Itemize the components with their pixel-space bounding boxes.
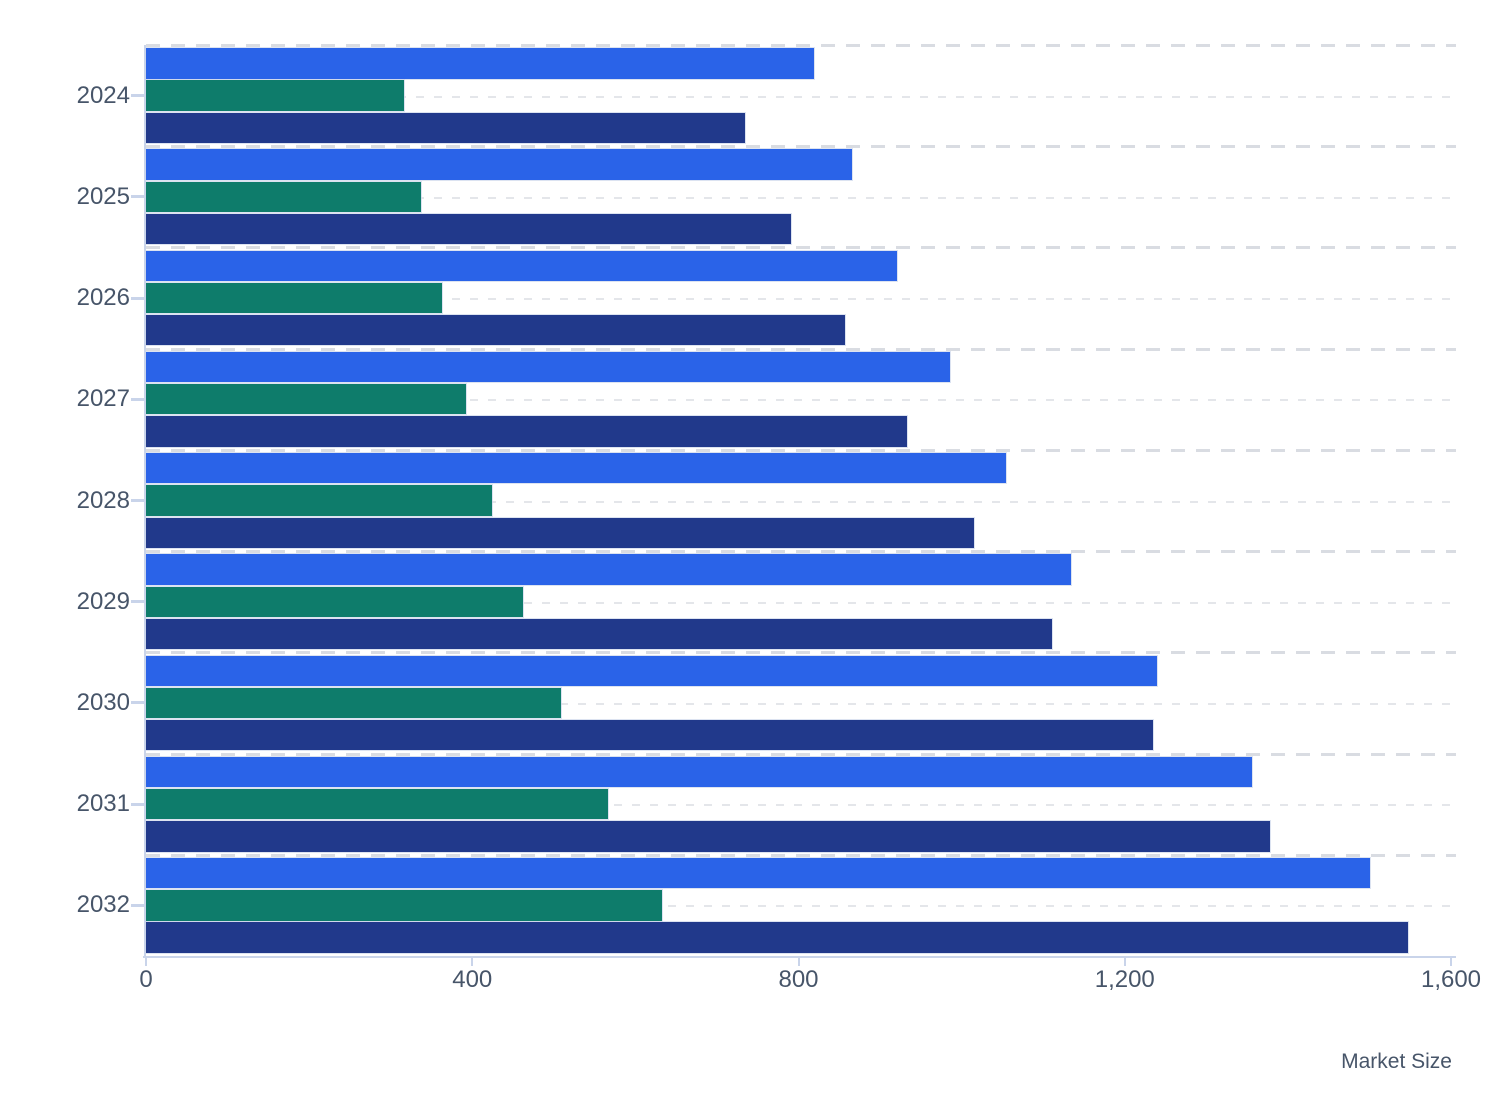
- gridline-band-center: [146, 905, 1456, 908]
- y-axis-tick: [131, 903, 144, 907]
- bar-2031-navy[interactable]: [146, 821, 1270, 852]
- y-axis-tick: [131, 397, 144, 401]
- bar-2028-teal[interactable]: [146, 485, 492, 516]
- gridline-band-boundary: [146, 550, 1456, 554]
- gridline-band-boundary: [146, 651, 1456, 655]
- bar-2027-blue[interactable]: [146, 351, 951, 383]
- x-axis-label-1200: 1,200: [1094, 966, 1155, 993]
- bar-2031-teal[interactable]: [146, 788, 608, 820]
- gridline-band-center: [146, 95, 1456, 98]
- y-axis-tick: [131, 600, 144, 604]
- gridline-band-boundary: [146, 246, 1456, 250]
- y-axis-tick: [131, 296, 144, 300]
- y-axis-label-2032: 2032: [76, 891, 130, 919]
- bar-2024-teal[interactable]: [146, 80, 404, 111]
- gridline-band-center: [146, 601, 1456, 604]
- bar-2028-navy[interactable]: [146, 517, 974, 548]
- y-axis-tick: [131, 701, 144, 705]
- bar-2030-navy[interactable]: [146, 719, 1154, 751]
- x-axis-tick: [1450, 958, 1452, 966]
- bar-2031-blue[interactable]: [146, 756, 1252, 788]
- x-axis-label-400: 400: [452, 966, 493, 993]
- gridline-band-center: [146, 804, 1456, 807]
- gridline-band-boundary: [146, 448, 1456, 452]
- bar-2032-navy[interactable]: [146, 922, 1408, 953]
- bar-2024-navy[interactable]: [146, 112, 746, 143]
- x-axis-label-1600: 1,600: [1420, 966, 1482, 993]
- y-axis-label-2025: 2025: [76, 182, 130, 210]
- x-axis-tick: [797, 958, 800, 966]
- bar-2027-navy[interactable]: [146, 416, 907, 447]
- x-axis-title: Market Size: [1341, 1050, 1452, 1073]
- gridline-band-center: [146, 399, 1456, 402]
- y-axis-label-2026: 2026: [76, 284, 130, 312]
- x-axis-tick: [145, 958, 147, 966]
- gridline-band-boundary: [146, 853, 1456, 857]
- x-axis-tick: [471, 958, 474, 966]
- x-axis-label-800: 800: [778, 966, 819, 993]
- bar-2025-teal[interactable]: [146, 181, 421, 213]
- bar-2029-teal[interactable]: [146, 586, 523, 617]
- y-axis-label-2024: 2024: [76, 81, 130, 109]
- gridline-band-center: [146, 500, 1456, 503]
- bar-2025-blue[interactable]: [146, 149, 853, 180]
- bar-2030-teal[interactable]: [146, 687, 562, 719]
- x-axis-line: [143, 956, 1456, 958]
- bar-2026-blue[interactable]: [146, 250, 898, 282]
- bar-2024-blue[interactable]: [146, 48, 814, 79]
- gridline-band-center: [146, 702, 1456, 705]
- x-axis-label-0: 0: [139, 966, 153, 993]
- gridline-band-center: [146, 298, 1456, 301]
- y-axis-label-2031: 2031: [76, 790, 130, 818]
- y-axis-label-2029: 2029: [76, 587, 130, 615]
- y-axis-line: [144, 45, 146, 958]
- bar-2029-blue[interactable]: [146, 554, 1071, 585]
- bar-2032-blue[interactable]: [146, 857, 1371, 889]
- gridline-band-boundary: [146, 752, 1456, 756]
- gridline-band-boundary: [146, 44, 1456, 47]
- y-axis-label-2028: 2028: [76, 486, 130, 514]
- y-axis-tick: [131, 195, 144, 199]
- y-axis-tick: [131, 94, 144, 98]
- bar-2028-blue[interactable]: [146, 453, 1006, 484]
- plot-area: [131, 44, 1456, 966]
- gridline-band-center: [146, 196, 1456, 199]
- y-axis-tick: [131, 499, 144, 502]
- bar-2026-navy[interactable]: [146, 315, 845, 346]
- y-axis-label-2027: 2027: [76, 385, 130, 413]
- gridline-band-boundary: [146, 145, 1456, 149]
- bar-2029-navy[interactable]: [146, 618, 1053, 650]
- y-axis-tick: [131, 802, 144, 806]
- bar-2032-teal[interactable]: [146, 890, 663, 921]
- gridline-band-boundary: [146, 347, 1456, 351]
- x-axis-tick: [1123, 958, 1126, 966]
- bar-2025-navy[interactable]: [146, 213, 792, 245]
- y-axis-label-2030: 2030: [76, 688, 130, 716]
- bar-2030-blue[interactable]: [146, 655, 1157, 686]
- bar-2026-teal[interactable]: [146, 282, 443, 314]
- bar-2027-teal[interactable]: [146, 384, 466, 415]
